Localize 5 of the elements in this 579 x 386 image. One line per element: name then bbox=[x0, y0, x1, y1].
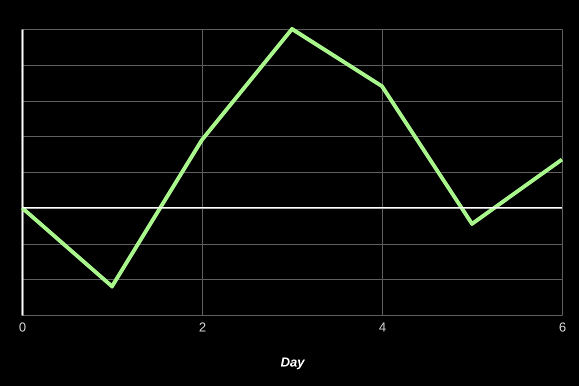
x-axis-title: Day bbox=[280, 354, 306, 370]
x-tick-label: 0 bbox=[18, 320, 26, 334]
x-tick-label: 4 bbox=[378, 320, 386, 334]
x-tick-label: 6 bbox=[558, 320, 566, 334]
x-tick-label: 2 bbox=[198, 320, 206, 334]
